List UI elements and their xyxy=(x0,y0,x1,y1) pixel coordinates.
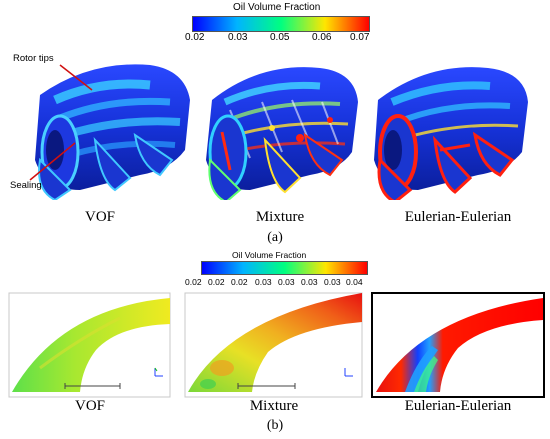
colorbar-b-tick: 0.02 xyxy=(208,277,225,287)
figure-label-a: (a) xyxy=(267,230,283,245)
caption-b-vof: VOF xyxy=(74,398,105,414)
rotor-renderings xyxy=(29,64,528,200)
rotor-eulerian xyxy=(374,67,528,200)
colorbar-b-tick: 0.03 xyxy=(301,277,318,287)
colorbar-a-tick: 0.03 xyxy=(228,32,248,43)
colorbar-b-tick: 0.02 xyxy=(231,277,248,287)
cross-section-panels xyxy=(8,292,545,398)
colorbar-a-tick: 0.05 xyxy=(270,32,290,43)
rotor-mixture xyxy=(206,67,358,200)
colorbar-a-title: Oil Volume Fraction xyxy=(233,2,321,13)
colorbar-b-title: Oil Volume Fraction xyxy=(232,250,307,260)
colorbar-a xyxy=(192,16,370,32)
figure-label-b: (b) xyxy=(266,418,284,433)
panel-b-eulerian xyxy=(371,292,545,398)
colorbar-b-tick: 0.03 xyxy=(324,277,341,287)
caption-b-eulerian: Eulerian-Eulerian xyxy=(404,398,512,414)
colorbar-b-tick: 0.04 xyxy=(346,277,363,287)
caption-b-mixture: Mixture xyxy=(249,398,299,414)
colorbar-b-tick: 0.03 xyxy=(255,277,272,287)
caption-a-mixture: Mixture xyxy=(255,209,305,225)
colorbar-b xyxy=(201,261,368,275)
panel-b-vof xyxy=(8,292,171,398)
colorbar-a-tick: 0.06 xyxy=(312,32,332,43)
caption-a-eulerian: Eulerian-Eulerian xyxy=(404,209,512,225)
sealing-arrow xyxy=(29,142,76,181)
rotor-tips-arrow xyxy=(59,64,93,91)
caption-a-vof: VOF xyxy=(84,209,115,225)
colorbar-a-tick: 0.07 xyxy=(350,32,370,43)
annotation-rotor-tips: Rotor tips xyxy=(13,53,54,64)
colorbar-b-tick: 0.02 xyxy=(185,277,202,287)
colorbar-b-tick: 0.03 xyxy=(278,277,295,287)
colorbar-a-tick: 0.02 xyxy=(185,32,205,43)
annotation-sealing: Sealing xyxy=(10,180,42,191)
panel-b-mixture xyxy=(184,292,363,398)
rotor-vof xyxy=(35,64,190,200)
